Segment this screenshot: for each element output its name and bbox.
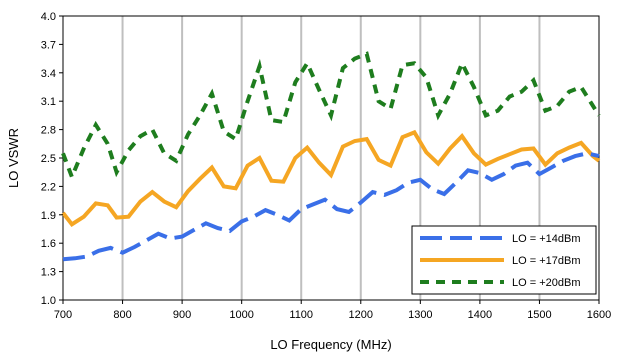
series-line-0: [62, 151, 600, 262]
x-tick-label: 700: [54, 309, 72, 321]
x-tick-label: 1500: [527, 309, 551, 321]
y-tick-label: 2.8: [41, 125, 56, 137]
series-layer: [61, 51, 601, 262]
series-line-2: [61, 51, 601, 183]
x-tick-label: 900: [173, 309, 191, 321]
x-axis-ticks: 700 800 900 1000 1100 1200 1300 1400 1500 1600: [54, 300, 611, 321]
series-line-1: [61, 129, 601, 227]
x-tick-label: 1400: [468, 309, 492, 321]
y-tick-label: 2.5: [41, 153, 56, 165]
legend: LO = +14dBm LO = +17dBm LO = +20dBm: [411, 225, 597, 295]
y-tick-label: 3.7: [41, 39, 56, 51]
x-tick-label: 1000: [229, 309, 253, 321]
legend-label-1: LO = +17dBm: [512, 255, 581, 267]
x-axis-title: LO Frequency (MHz): [270, 337, 391, 352]
legend-label-0: LO = +14dBm: [512, 233, 581, 245]
legend-label-2: LO = +20dBm: [512, 277, 581, 289]
y-tick-label: 1.3: [41, 267, 56, 279]
x-tick-label: 800: [113, 309, 131, 321]
y-axis-title: LO VSWR: [6, 128, 21, 188]
y-tick-label: 1.9: [41, 210, 56, 222]
y-tick-label: 1.0: [41, 295, 56, 307]
y-tick-label: 1.6: [41, 238, 56, 250]
x-tick-label: 1100: [289, 309, 313, 321]
x-tick-label: 1300: [408, 309, 432, 321]
x-tick-label: 1600: [587, 309, 611, 321]
y-tick-label: 2.2: [41, 181, 56, 193]
y-axis-ticks: 1.0 1.3 1.6 1.9 2.2 2.5 2.8 3.1 3.4 3.7 4.0: [41, 11, 63, 307]
y-tick-label: 4.0: [41, 11, 56, 23]
grid-lines: [121, 16, 541, 300]
x-tick-label: 1200: [349, 309, 373, 321]
y-tick-label: 3.4: [41, 68, 56, 80]
y-tick-label: 3.1: [41, 96, 56, 108]
